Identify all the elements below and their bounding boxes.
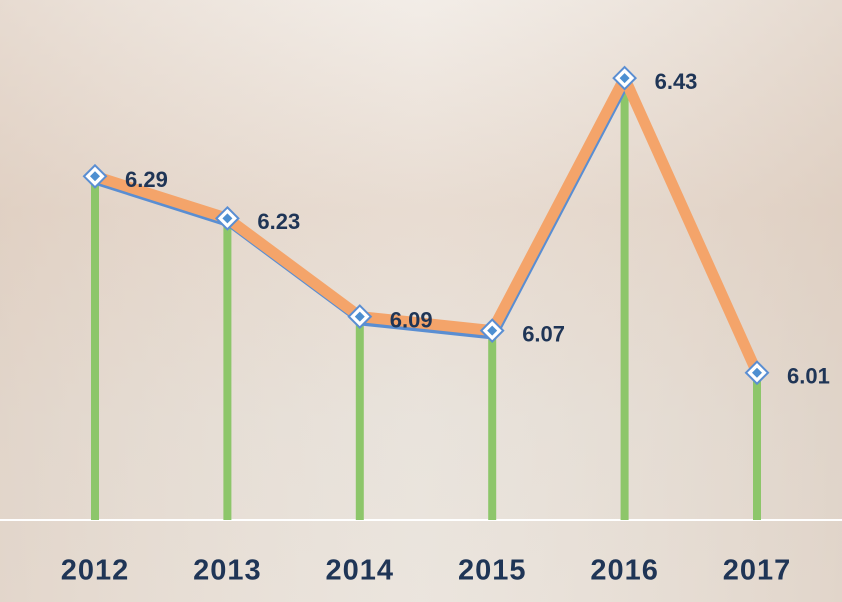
data-label: 6.29 (125, 167, 168, 192)
data-label: 6.01 (787, 364, 830, 389)
data-label: 6.07 (522, 321, 565, 346)
x-tick-label: 2016 (590, 555, 659, 587)
marker-center (354, 311, 365, 322)
line (93, 72, 763, 375)
marker-center (619, 73, 630, 84)
x-tick-label: 2012 (61, 555, 130, 587)
marker-center (752, 367, 762, 378)
marker-center (487, 325, 498, 336)
data-label: 6.43 (655, 69, 698, 94)
x-tick-label: 2014 (326, 555, 395, 587)
data-label: 6.09 (390, 307, 433, 332)
marker-center (90, 171, 100, 182)
marker-center (222, 213, 233, 224)
x-tick-label: 2013 (193, 555, 262, 587)
data-label: 6.23 (257, 209, 300, 234)
x-tick-label: 2017 (723, 555, 792, 587)
x-tick-label: 2015 (458, 555, 527, 587)
